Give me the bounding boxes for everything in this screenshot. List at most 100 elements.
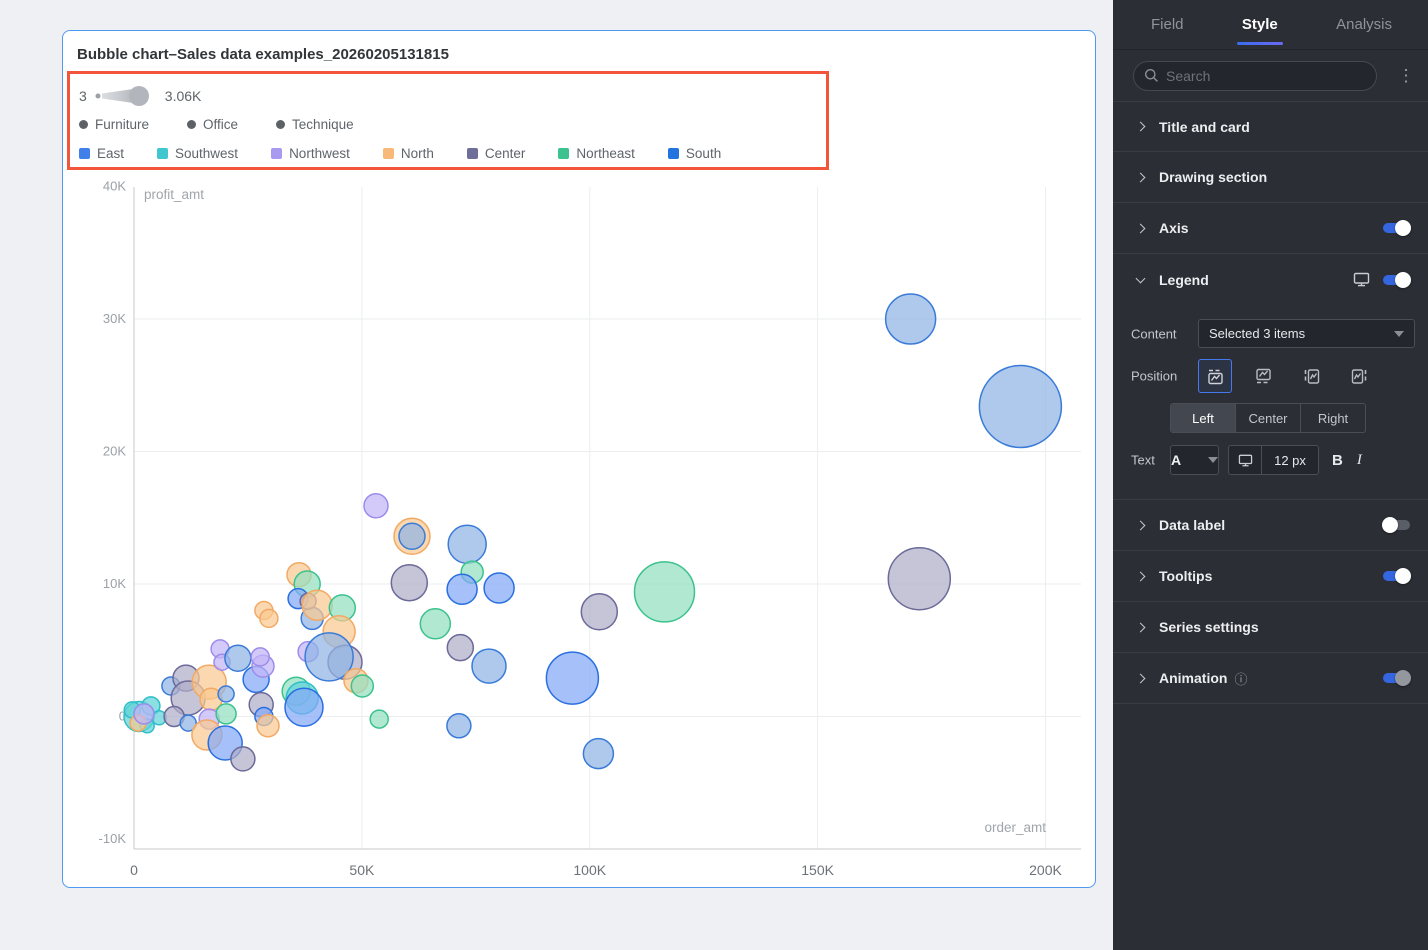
color-legend-item[interactable]: Northwest — [271, 146, 350, 161]
animation-toggle[interactable] — [1383, 670, 1411, 686]
section-animation[interactable]: Animation ⓘ — [1113, 653, 1428, 704]
bubble-point[interactable] — [447, 524, 487, 565]
font-color-dropdown[interactable]: A — [1170, 445, 1219, 475]
svg-text:50K: 50K — [349, 862, 375, 878]
color-legend-label: North — [400, 145, 434, 161]
legend-position-right-button[interactable] — [1342, 359, 1376, 393]
section-data-label[interactable]: Data label — [1113, 500, 1428, 551]
italic-button[interactable]: I — [1356, 451, 1362, 468]
tab-analysis[interactable]: Analysis — [1336, 16, 1392, 33]
bubble-point[interactable] — [350, 674, 375, 698]
bubble-point[interactable] — [633, 561, 696, 623]
svg-text:0: 0 — [130, 862, 138, 878]
bubble-point[interactable] — [446, 573, 478, 606]
svg-text:10K: 10K — [103, 576, 126, 591]
bubble-point[interactable] — [446, 713, 472, 739]
bubble-point[interactable] — [884, 293, 937, 345]
color-legend: East Southwest Northwest North Center Northea… — [79, 143, 721, 163]
legend-align-group: Left Center Right — [1170, 403, 1366, 433]
bubble-point[interactable] — [390, 563, 429, 602]
bubble-point[interactable] — [887, 546, 952, 611]
more-options-icon[interactable]: ⋮ — [1397, 65, 1415, 85]
bubble-point[interactable] — [133, 703, 155, 725]
search-box[interactable] — [1133, 60, 1377, 91]
legend-toggle[interactable] — [1383, 271, 1411, 288]
bubble-point[interactable] — [419, 608, 452, 640]
color-legend-item[interactable]: North — [382, 145, 434, 161]
text-label: Text — [1131, 452, 1155, 468]
align-center-button[interactable]: Center — [1235, 404, 1300, 432]
bubble-point[interactable] — [224, 644, 252, 672]
bubble-point[interactable] — [446, 633, 475, 662]
bubble-point[interactable] — [215, 703, 237, 725]
shape-legend-item[interactable]: Technique — [276, 117, 354, 132]
legend-position-top-button[interactable] — [1198, 359, 1232, 393]
color-legend-label: South — [685, 145, 722, 161]
align-left-button[interactable]: Left — [1171, 404, 1235, 432]
align-right-button[interactable]: Right — [1300, 404, 1365, 432]
bubble-point[interactable] — [179, 714, 197, 732]
bubble-point[interactable] — [580, 593, 619, 631]
legend-right-icon — [1351, 368, 1366, 384]
bubble-chart-plot[interactable]: 40K 30K 20K 10K 0 -10K 0 50K 100K 150K 200K profit_… — [63, 171, 1095, 887]
data-label-toggle[interactable] — [1382, 517, 1410, 533]
info-icon[interactable]: ⓘ — [1234, 671, 1248, 687]
shape-legend-label: Furniture — [95, 116, 150, 132]
color-legend-item[interactable]: Center — [466, 146, 525, 161]
section-tooltips[interactable]: Tooltips — [1113, 551, 1428, 602]
color-swatch-icon — [558, 147, 570, 159]
chevron-right-icon — [1135, 622, 1146, 632]
bubble-point[interactable] — [545, 651, 600, 705]
color-legend-item[interactable]: South — [667, 145, 722, 161]
bubble-point[interactable] — [582, 737, 615, 770]
section-drawing-section[interactable]: Drawing section — [1113, 152, 1428, 203]
shape-legend-label: Office — [203, 116, 239, 132]
size-legend-max: 3.06K — [164, 88, 202, 104]
legend-left-icon — [1304, 368, 1319, 384]
svg-text:150K: 150K — [801, 862, 834, 878]
bubble-point[interactable] — [230, 746, 256, 772]
legend-position-bottom-button[interactable] — [1246, 359, 1280, 393]
bubble-point[interactable] — [398, 522, 426, 551]
caret-down-icon — [1394, 330, 1404, 337]
bubble-point[interactable] — [369, 709, 389, 729]
bubble-point[interactable] — [301, 589, 333, 621]
tooltips-toggle[interactable] — [1383, 568, 1411, 584]
color-legend-item[interactable]: East — [79, 146, 124, 161]
tab-style[interactable]: Style — [1240, 2, 1280, 47]
tab-field[interactable]: Field — [1151, 16, 1184, 33]
font-size-value[interactable]: 12 px — [1274, 452, 1306, 468]
monitor-icon[interactable] — [1353, 272, 1370, 287]
search-input[interactable] — [1166, 67, 1356, 84]
chart-card[interactable]: Bubble chart–Sales data examples_2026020… — [62, 30, 1096, 888]
bubble-point[interactable] — [259, 608, 279, 629]
section-series-settings[interactable]: Series settings — [1113, 602, 1428, 653]
bubble-point[interactable] — [256, 714, 280, 738]
axis-toggle[interactable] — [1383, 220, 1411, 236]
chevron-right-icon — [1135, 673, 1146, 683]
bubble-point[interactable] — [363, 493, 389, 519]
font-size-monitor-button[interactable] — [1229, 446, 1262, 474]
section-title-and-card[interactable]: Title and card — [1113, 101, 1428, 152]
shape-legend-label: Technique — [292, 116, 354, 132]
color-legend-item[interactable]: Southwest — [157, 146, 238, 161]
shape-legend-item[interactable]: Furniture — [79, 117, 149, 132]
color-swatch-icon — [466, 147, 478, 159]
shape-legend-item[interactable]: Office — [187, 117, 238, 132]
bubble-point[interactable] — [978, 364, 1063, 449]
color-swatch-icon — [271, 147, 283, 159]
legend-position-left-button[interactable] — [1294, 359, 1328, 393]
color-legend-item[interactable]: Northeast — [558, 146, 635, 161]
section-legend[interactable]: Legend — [1113, 254, 1428, 305]
bold-button[interactable]: B — [1332, 451, 1343, 469]
bubble-point[interactable] — [217, 685, 235, 703]
section-axis[interactable]: Axis — [1113, 203, 1428, 254]
legend-content-select[interactable]: Selected 3 items — [1198, 319, 1415, 348]
bubble-point[interactable] — [483, 572, 515, 604]
svg-text:0: 0 — [119, 709, 126, 724]
bubble-point[interactable] — [304, 632, 354, 682]
bubble-point[interactable] — [250, 647, 270, 667]
bubble-point[interactable] — [284, 687, 324, 727]
bubble-point[interactable] — [471, 648, 507, 684]
chevron-right-icon — [1135, 520, 1146, 530]
